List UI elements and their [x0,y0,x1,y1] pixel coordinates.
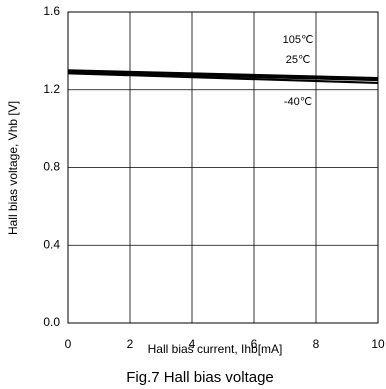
x-axis-label: Hall bias current, Ihb[mA] [148,342,283,356]
series-label: -40℃ [284,96,312,108]
y-tick-label: 1.2 [43,82,60,96]
x-tick-label: 8 [313,337,320,351]
y-tick-label: 0.8 [43,160,60,174]
x-tick-label: 2 [127,337,134,351]
data-line [67,71,379,82]
data-line [67,69,379,80]
y-tick-label: 0.0 [43,315,60,329]
x-tick-label: 0 [65,337,72,351]
y-axis-label: Hall bias voltage, Vhb [V] [6,101,20,235]
caption: Fig.7 Hall bias voltage [126,369,274,386]
y-tick-label: 1.6 [43,4,60,18]
plot-frame [67,11,379,324]
x-tick-label: 4 [189,337,196,351]
series-label: 25℃ [286,54,311,66]
data-line [67,72,379,85]
series-label: 105℃ [283,34,314,46]
x-tick-label: 6 [251,337,258,351]
x-tick-label: 10 [371,337,385,351]
y-tick-label: 0.4 [43,237,60,251]
